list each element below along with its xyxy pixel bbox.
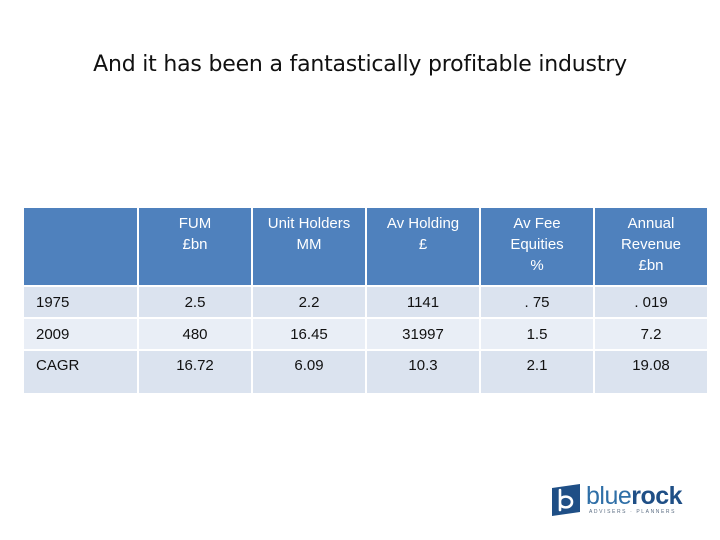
table-cell: 19.08 — [594, 350, 707, 395]
data-table: FUM £bn Unit Holders MM Av Holding £ Av … — [24, 208, 707, 395]
table-cell: 10.3 — [366, 350, 481, 395]
header-cell-av-holding: Av Holding £ — [366, 208, 481, 287]
table-cell: 16.72 — [138, 350, 253, 395]
table-cell: 480 — [138, 318, 253, 351]
logo-word-light: blue — [586, 482, 632, 510]
bluerock-logo: bluerock ADVISERS · PLANNERS — [552, 482, 692, 516]
header-line: MM — [296, 236, 322, 253]
logo-wordmark: bluerock — [586, 482, 683, 510]
header-line: Revenue — [620, 236, 682, 253]
logo-word-bold: rock — [631, 482, 683, 510]
table-cell: . 019 — [594, 286, 707, 319]
header-cell-empty — [24, 208, 139, 287]
row-label: CAGR — [24, 350, 139, 395]
header-line: Av Fee — [513, 215, 561, 232]
table-cell: 2.5 — [138, 286, 253, 319]
header-line: Annual — [627, 215, 675, 232]
header-line: £bn — [182, 236, 208, 253]
header-line: Equities — [510, 236, 564, 253]
row-label: 2009 — [24, 318, 139, 351]
header-line: % — [530, 257, 544, 274]
header-cell-unit-holders: Unit Holders MM — [252, 208, 367, 287]
table-cell: 2.1 — [480, 350, 595, 395]
table-cell: 1141 — [366, 286, 481, 319]
table-row: 1975 2.5 2.2 1141 . 75 . 019 — [24, 286, 707, 319]
table-cell: 31997 — [366, 318, 481, 351]
header-line: Unit Holders — [267, 215, 351, 232]
bluerock-b-logo-icon — [552, 484, 580, 516]
table-cell: 16.45 — [252, 318, 367, 351]
header-cell-fum: FUM £bn — [138, 208, 253, 287]
table-header-row: FUM £bn Unit Holders MM Av Holding £ Av … — [24, 208, 707, 287]
table-cell: 6.09 — [252, 350, 367, 395]
header-cell-av-fee: Av Fee Equities % — [480, 208, 595, 287]
logo-tagline: ADVISERS · PLANNERS — [589, 509, 677, 515]
header-line: £ — [418, 236, 428, 253]
table-row: 2009 480 16.45 31997 1.5 7.2 — [24, 318, 707, 351]
header-line: FUM — [178, 215, 212, 232]
table-cell: . 75 — [480, 286, 595, 319]
header-line: £bn — [638, 257, 664, 274]
table-cell: 7.2 — [594, 318, 707, 351]
table-row: CAGR 16.72 6.09 10.3 2.1 19.08 — [24, 350, 707, 395]
row-label: 1975 — [24, 286, 139, 319]
header-cell-annual-revenue: Annual Revenue £bn — [594, 208, 707, 287]
slide-title: And it has been a fantastically profitab… — [93, 52, 627, 77]
table-cell: 1.5 — [480, 318, 595, 351]
table-cell: 2.2 — [252, 286, 367, 319]
header-line: Av Holding — [386, 215, 460, 232]
